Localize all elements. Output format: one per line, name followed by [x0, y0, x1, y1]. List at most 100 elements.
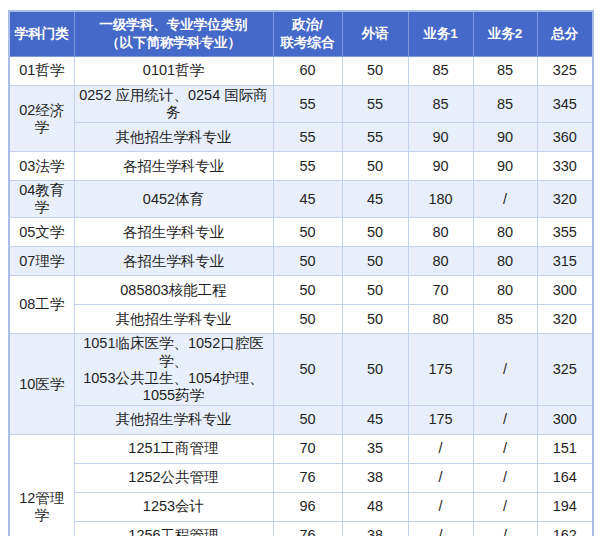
- business2-score: 85: [473, 305, 537, 334]
- major-cell: 1051临床医学、1052口腔医学、 1053公共卫生、1054护理、 1055…: [74, 334, 273, 405]
- total-score: 330: [537, 152, 593, 181]
- business2-score: 80: [473, 276, 537, 305]
- foreign-score: 45: [342, 405, 408, 434]
- politics-score: 50: [273, 405, 342, 434]
- business2-score: /: [473, 463, 537, 492]
- total-score: 360: [537, 123, 593, 152]
- foreign-score: 50: [342, 57, 408, 86]
- business2-score: /: [473, 434, 537, 463]
- table-row: 1252公共管理 76 38 / / 164: [9, 463, 593, 492]
- foreign-score: 50: [342, 334, 408, 405]
- total-score: 300: [537, 276, 593, 305]
- politics-score: 45: [273, 181, 342, 218]
- major-cell: 其他招生学科专业: [74, 405, 273, 434]
- major-cell: 1253会计: [74, 492, 273, 521]
- category-cell: 04教育学: [9, 181, 74, 218]
- table-row: 02经济学 0252 应用统计、0254 国际商务 55 55 85 85 34…: [9, 86, 593, 123]
- category-cell: 03法学: [9, 152, 74, 181]
- table-row: 其他招生学科专业 50 50 80 85 320: [9, 305, 593, 334]
- business2-score: 90: [473, 123, 537, 152]
- total-score: 164: [537, 463, 593, 492]
- major-cell: 0452体育: [74, 181, 273, 218]
- politics-score: 50: [273, 334, 342, 405]
- major-cell: 1251工商管理: [74, 434, 273, 463]
- category-cell: 08工学: [9, 276, 74, 334]
- business2-score: 80: [473, 218, 537, 247]
- major-cell: 0252 应用统计、0254 国际商务: [74, 86, 273, 123]
- politics-score: 55: [273, 123, 342, 152]
- table-row: 03法学 各招生学科专业 55 50 90 90 330: [9, 152, 593, 181]
- politics-score: 50: [273, 276, 342, 305]
- category-cell: 12管理学: [9, 434, 74, 536]
- major-cell: 1256工程管理: [74, 521, 273, 536]
- total-score: 320: [537, 305, 593, 334]
- major-cell: 其他招生学科专业: [74, 305, 273, 334]
- table-row: 07理学 各招生学科专业 50 50 80 80 315: [9, 247, 593, 276]
- category-cell: 10医学: [9, 334, 74, 434]
- foreign-score: 50: [342, 276, 408, 305]
- business2-score: 85: [473, 86, 537, 123]
- business1-score: 80: [408, 305, 473, 334]
- business2-score: /: [473, 521, 537, 536]
- major-cell: 其他招生学科专业: [74, 123, 273, 152]
- header-row: 学科门类 一级学科、专业学位类别 （以下简称学科专业） 政治/ 联考综合 外语 …: [9, 11, 593, 57]
- category-cell: 05文学: [9, 218, 74, 247]
- major-cell: 各招生学科专业: [74, 218, 273, 247]
- table-header: 学科门类 一级学科、专业学位类别 （以下简称学科专业） 政治/ 联考综合 外语 …: [9, 11, 593, 57]
- politics-score: 50: [273, 218, 342, 247]
- business1-score: /: [408, 463, 473, 492]
- politics-score: 96: [273, 492, 342, 521]
- major-cell: 0101哲学: [74, 57, 273, 86]
- table-row: 1256工程管理 76 38 / / 162: [9, 521, 593, 536]
- header-politics: 政治/ 联考综合: [273, 11, 342, 57]
- politics-score: 76: [273, 463, 342, 492]
- category-cell: 01哲学: [9, 57, 74, 86]
- admission-score-table: 学科门类 一级学科、专业学位类别 （以下简称学科专业） 政治/ 联考综合 外语 …: [8, 10, 594, 536]
- business1-score: /: [408, 434, 473, 463]
- category-cell: 07理学: [9, 247, 74, 276]
- major-cell: 1252公共管理: [74, 463, 273, 492]
- total-score: 345: [537, 86, 593, 123]
- foreign-score: 55: [342, 86, 408, 123]
- header-business1: 业务1: [408, 11, 473, 57]
- business2-score: /: [473, 492, 537, 521]
- score-table-container: 学科门类 一级学科、专业学位类别 （以下简称学科专业） 政治/ 联考综合 外语 …: [8, 10, 594, 536]
- foreign-score: 50: [342, 218, 408, 247]
- total-score: 320: [537, 181, 593, 218]
- politics-score: 60: [273, 57, 342, 86]
- business2-score: 85: [473, 57, 537, 86]
- business2-score: 90: [473, 152, 537, 181]
- header-foreign: 外语: [342, 11, 408, 57]
- business1-score: 85: [408, 86, 473, 123]
- total-score: 325: [537, 57, 593, 86]
- table-row: 04教育学 0452体育 45 45 180 / 320: [9, 181, 593, 218]
- politics-score: 55: [273, 152, 342, 181]
- business1-score: 90: [408, 152, 473, 181]
- major-cell: 各招生学科专业: [74, 152, 273, 181]
- politics-score: 76: [273, 521, 342, 536]
- total-score: 315: [537, 247, 593, 276]
- header-business2: 业务2: [473, 11, 537, 57]
- table-row: 其他招生学科专业 55 55 90 90 360: [9, 123, 593, 152]
- business2-score: 80: [473, 247, 537, 276]
- business1-score: 175: [408, 334, 473, 405]
- total-score: 162: [537, 521, 593, 536]
- table-row: 其他招生学科专业 50 45 175 / 300: [9, 405, 593, 434]
- major-cell: 085803核能工程: [74, 276, 273, 305]
- politics-score: 55: [273, 86, 342, 123]
- header-category: 学科门类: [9, 11, 74, 57]
- table-row: 1253会计 96 48 / / 194: [9, 492, 593, 521]
- business1-score: 90: [408, 123, 473, 152]
- business2-score: /: [473, 405, 537, 434]
- table-row: 05文学 各招生学科专业 50 50 80 80 355: [9, 218, 593, 247]
- total-score: 300: [537, 405, 593, 434]
- foreign-score: 35: [342, 434, 408, 463]
- business2-score: /: [473, 334, 537, 405]
- politics-score: 50: [273, 247, 342, 276]
- header-total: 总分: [537, 11, 593, 57]
- politics-score: 70: [273, 434, 342, 463]
- total-score: 325: [537, 334, 593, 405]
- table-body: 01哲学 0101哲学 60 50 85 85 325 02经济学 0252 应…: [9, 57, 593, 536]
- business2-score: /: [473, 181, 537, 218]
- table-row: 08工学 085803核能工程 50 50 70 80 300: [9, 276, 593, 305]
